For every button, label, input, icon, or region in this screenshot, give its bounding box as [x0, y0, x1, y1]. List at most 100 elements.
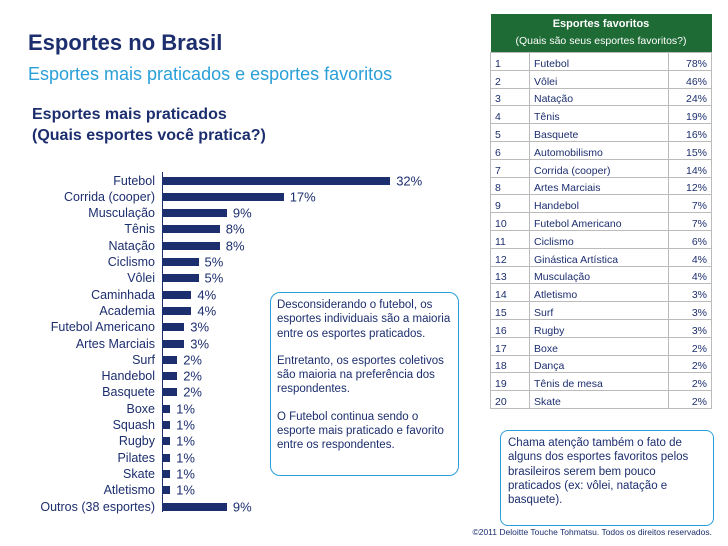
bar [163, 323, 185, 332]
table-cell: 46% [667, 69, 713, 89]
category-label: Artes Marciais [75, 336, 155, 351]
table-cell: 16% [667, 123, 713, 142]
table-cell: 2 [490, 69, 530, 89]
value-label: 2% [183, 368, 202, 384]
table-cell: 4 [490, 105, 530, 125]
table-cell: 8 [490, 176, 530, 196]
table-cell: 12 [490, 247, 530, 267]
callout-box: Chama atenção também o fato de alguns do… [500, 430, 714, 526]
table-cell: 24% [667, 87, 713, 107]
value-label: 32% [396, 173, 423, 188]
bar [163, 372, 178, 381]
category-label: Boxe [126, 401, 156, 416]
bar [163, 209, 227, 218]
table-cell: 4% [667, 265, 713, 285]
table-row: 4 Tênis 19% [490, 105, 713, 125]
value-label: 3% [190, 336, 210, 351]
table-cell: Musculação [529, 265, 669, 285]
table-row: 19 Tênis de mesa 2% [490, 372, 713, 392]
table-row: 8 Artes Marciais 12% [490, 176, 713, 196]
table-cell: 15 [490, 301, 530, 320]
table-cell: 5 [490, 123, 530, 142]
table-cell: 3 [490, 87, 530, 107]
table-cell: 78% [667, 52, 713, 71]
value-label: 5% [204, 254, 224, 270]
bar [163, 404, 171, 413]
table-cell: 12% [667, 176, 713, 196]
table-cell: 7% [667, 194, 713, 214]
category-label: Musculação [88, 206, 155, 221]
category-label: Futebol [113, 173, 155, 188]
table-cell: 2% [667, 372, 713, 392]
chart-title: Esportes mais praticados (Quais esportes… [32, 104, 266, 146]
table-cell: Futebol [529, 52, 669, 71]
notes-box: Desconsiderando o futebol, os esportes i… [270, 292, 459, 476]
table-cell: Automobilismo [529, 140, 669, 160]
bar [163, 453, 171, 462]
note: Entretanto, os esportes coletivos são ma… [277, 354, 444, 396]
value-label: 9% [232, 499, 252, 514]
bar [163, 274, 199, 283]
category-label: Skate [123, 466, 155, 481]
category-label: Ciclismo [107, 255, 155, 269]
value-label: 9% [232, 205, 252, 221]
value-label: 1% [176, 466, 195, 482]
value-label: 4% [197, 303, 217, 319]
category-label: Academia [99, 303, 155, 318]
value-label: 1% [176, 401, 195, 417]
table-cell: 7% [667, 212, 713, 231]
table-cell: 6% [667, 229, 713, 249]
table-cell: 17 [490, 336, 530, 356]
table-cell: 13 [490, 265, 530, 285]
table-cell: 10 [490, 212, 530, 231]
bar [163, 486, 171, 495]
category-label: Caminhada [91, 287, 155, 302]
table-row: 3 Natação 24% [490, 87, 713, 107]
bar [163, 421, 171, 429]
value-label: 2% [183, 352, 202, 368]
axis-line [162, 172, 163, 512]
table-cell: 6 [490, 140, 530, 160]
bar [163, 469, 171, 478]
bar [163, 437, 171, 446]
bar [163, 176, 391, 185]
table-row: 14 Atletismo 3% [490, 283, 713, 303]
table-subtitle: (Quais são seus esportes favoritos?) [515, 35, 687, 47]
table-cell: 2% [667, 336, 713, 356]
table-cell: Natação [529, 87, 669, 107]
category-label: Vôlei [127, 271, 155, 286]
value-label: 8% [225, 238, 245, 254]
table-row: 2 Vôlei 46% [490, 69, 713, 89]
table-cell: Futebol Americano [529, 212, 669, 231]
table-cell: Dança [529, 354, 669, 374]
bar [163, 290, 192, 299]
table-cell: 14 [490, 283, 530, 303]
chart-subtitle: (Quais esportes você pratica?) [32, 127, 266, 144]
table-row: 12 Ginástica Artística 4% [490, 247, 713, 267]
category-label: Atletismo [103, 483, 155, 498]
bar [163, 258, 199, 266]
table-cell: 19% [667, 105, 713, 125]
note: Desconsiderando o futebol, os esportes i… [277, 299, 451, 340]
table-cell: Boxe [529, 336, 669, 356]
table-cell: 15% [667, 140, 713, 160]
bar [163, 225, 220, 234]
table-row: 10 Futebol Americano 7% [490, 212, 713, 231]
category-label: Basquete [102, 385, 155, 400]
table-row: 6 Automobilismo 15% [490, 140, 713, 160]
table-row: 13 Musculação 4% [490, 265, 713, 285]
value-label: 1% [176, 433, 195, 449]
table-row: 18 Dança 2% [490, 354, 713, 374]
category-label: Rugby [118, 434, 155, 449]
table-row: 15 Surf 3% [490, 301, 713, 320]
table-cell: 19 [490, 372, 530, 392]
value-label: 8% [225, 221, 245, 237]
table-title: Esportes favoritos [552, 18, 650, 30]
value-label: 1% [176, 417, 195, 433]
value-label: 1% [176, 482, 195, 498]
bar [163, 306, 192, 315]
table-cell: Basquete [529, 123, 669, 142]
value-label: 5% [204, 270, 224, 286]
value-label: 17% [289, 189, 316, 205]
table-row: 1 Futebol 78% [490, 52, 713, 71]
